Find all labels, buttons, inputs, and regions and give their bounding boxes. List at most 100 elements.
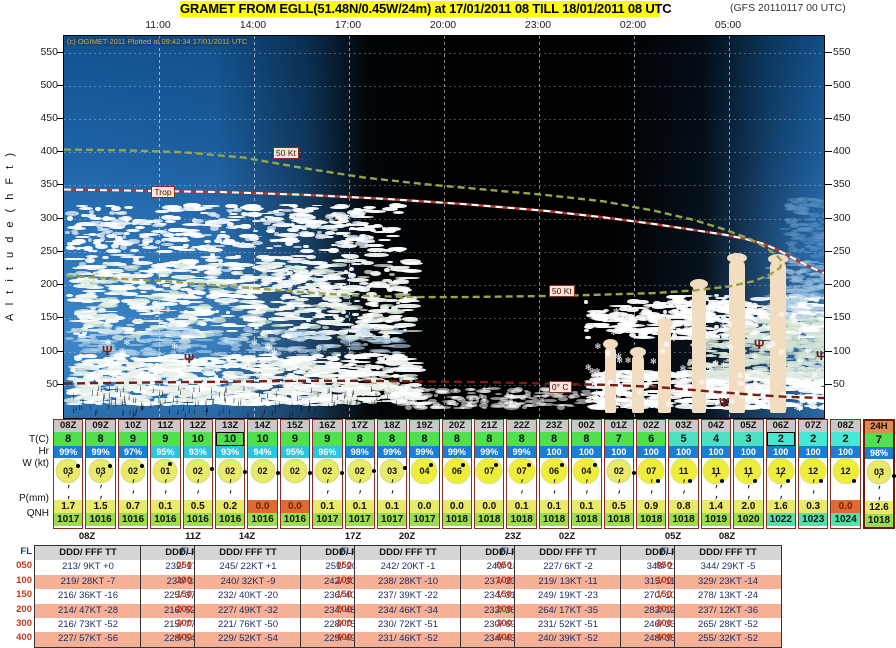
rain-symbol: ʲ <box>168 407 171 418</box>
rain-symbol: ʲ <box>124 392 126 403</box>
forecast-hour-column[interactable]: 01Z 7 100 02 ＇＇ 0.5 1018 <box>603 419 636 529</box>
y-tick-label-right: 350 <box>833 178 851 191</box>
snow-symbol: ✻ <box>741 379 749 389</box>
wind-table[interactable]: DDD/ FFF TT 242/ 20KT -1 238/ 28KT -10 237/… <box>354 545 462 648</box>
model-note: (GFS 20110117 00 UTC) <box>730 2 846 14</box>
forecast-hour-column[interactable]: 09Z 8 99% 03 ＇＇＇ 1.5 1016 <box>85 419 116 529</box>
humidity-cell: 100 <box>637 446 666 458</box>
precipitation-cell: 2.0 <box>734 500 763 513</box>
rain-symbol: ʲ <box>309 402 311 413</box>
forecast-hour-column[interactable]: 11Z 9 95% 01 ＇＇ 0.1 1016 <box>150 419 181 529</box>
forecast-hour-column[interactable]: 22Z 8 99% 07 ＇＇ 0.1 1018 <box>506 419 537 529</box>
wind-table-row: 245/ 22KT +1 <box>219 561 277 573</box>
precipitation-icon: ＇＇ <box>190 480 202 503</box>
forecast-hour-column[interactable]: 05Z 3 100 11 ＇＇＇ 2.0 1020 <box>733 419 764 529</box>
precipitation-cell: 0.7 <box>118 500 148 513</box>
humidity-cell: 100 <box>669 446 698 458</box>
snow-symbol: ✻ <box>778 309 786 319</box>
rain-symbol: ʲ <box>210 386 213 397</box>
temperature-cell: 8 <box>572 432 601 446</box>
forecast-hour-column[interactable]: 06Z 2 100 12 ＇＇＇ 1.6 1022 <box>765 419 796 529</box>
forecast-hour-column[interactable]: 02Z 6 100 07 ＇＇ 0.9 1018 <box>636 419 667 529</box>
rain-symbol: ʲ <box>350 397 352 408</box>
snow-symbol: ✻ <box>679 364 687 374</box>
rain-symbol: ʲ <box>382 387 384 398</box>
forecast-hour-column[interactable]: 04Z 4 100 11 ＇＇＇ 1.4 1019 <box>700 419 732 529</box>
forecast-hour-column[interactable]: 23Z 8 100 06 ＇＇ 0.1 1018 <box>538 419 570 529</box>
forecast-hour-column[interactable]: 00Z 8 100 04 ＇＇ 0.1 1018 <box>571 419 602 529</box>
forecast-hour-column[interactable]: 13Z 10 93% 02 ＇＇ 0.2 1016 <box>214 419 248 529</box>
wind-cell: 12 <box>767 458 795 484</box>
grid-line-vertical <box>349 36 350 418</box>
row-label: P(mm) <box>19 493 49 504</box>
rain-symbol: ʲ <box>75 403 77 414</box>
forecast-hour-column[interactable]: 24H 7 98% 03 ＇＇＇ 12.6 1018 <box>862 419 896 529</box>
qnh-cell: 1018 <box>475 513 504 526</box>
wind-table-row: 216/ 36KT -16 <box>57 590 119 602</box>
wind-table-time: 02Z <box>558 531 576 542</box>
weather-symbol-cell: ＇＇＇ <box>864 476 894 509</box>
wind-table[interactable]: DDD/ FFF TT 213/ 9KT +0 219/ 28KT -7 216/ 3… <box>34 545 142 648</box>
qnh-cell: 1017 <box>345 513 374 526</box>
row-label: QNH <box>26 508 49 519</box>
rain-symbol: ʲ <box>240 397 242 408</box>
y-tick-label-right: 200 <box>833 278 851 291</box>
forecast-hour-column[interactable]: 07Z 2 100 12 ＇＇ 0.3 1023 <box>797 419 829 529</box>
weather-symbol-cell <box>831 484 860 500</box>
column-hour-header: 00Z <box>572 420 601 432</box>
rain-symbol: ʲ <box>94 408 97 419</box>
wind-table-row: 227/ 6KT -2 <box>543 561 593 573</box>
weather-symbol-cell: ＇＇＇ <box>766 475 795 508</box>
snow-symbol: ✻ <box>677 390 684 400</box>
forecast-hour-column[interactable]: 17Z 8 98% 02 ＇＇ 0.1 1017 <box>344 419 377 529</box>
snow-symbol: ✻ <box>756 313 764 323</box>
snow-symbol: ✻ <box>244 359 252 369</box>
forecast-hour-column[interactable]: 15Z 9 95% 02 0.0 1016 <box>279 419 312 529</box>
forecast-hour-column[interactable]: 21Z 8 99% 07 0.0 1018 <box>474 419 505 529</box>
wind-table[interactable]: DDD/ FFF TT 227/ 6KT -2 219/ 13KT -11 249/ … <box>514 545 622 648</box>
forecast-hour-column[interactable]: 08Z 2 100 12 0.0 1024 <box>830 419 861 529</box>
wind-direction-dot <box>209 467 214 472</box>
rain-symbol: ʲ <box>332 400 334 411</box>
wind-table-row: 238/ 28KT -10 <box>355 574 461 590</box>
wind-cell: 11 <box>734 458 762 484</box>
precipitation-icon: ＇＇ <box>644 480 656 503</box>
humidity-cell: 99% <box>507 446 536 458</box>
forecast-hour-column[interactable]: 18Z 8 99% 03 ＇＇ 0.1 1017 <box>376 419 408 529</box>
time-tick-label: 14:00 <box>239 19 267 31</box>
temperature-cell: 8 <box>539 432 569 446</box>
wind-table[interactable]: DDD/ FFF TT 245/ 22KT +1 240/ 32KT -9 232/ … <box>194 545 302 648</box>
rain-symbol: ʲ <box>308 398 311 409</box>
precipitation-icon: ＇＇ <box>611 480 623 503</box>
copyright-label: (c) OGIMET-2011 Plotted at 09:42:34 17/0… <box>65 37 250 46</box>
snow-symbol: ✻ <box>769 339 777 349</box>
precipitation-cell: 0.1 <box>313 500 342 513</box>
forecast-hour-column[interactable]: 20Z 8 99% 06 0.0 1018 <box>441 419 473 529</box>
wind-cell: 01 <box>151 458 179 484</box>
forecast-hour-column[interactable]: 08Z 8 99% 03 ＇＇＇ 1.7 1017 <box>53 419 84 529</box>
precipitation-cell: 0.3 <box>798 500 828 513</box>
temperature-cell: 8 <box>410 432 439 446</box>
precipitation-icon: ＇＇ <box>352 480 364 503</box>
precipitation-cell: 1.7 <box>54 500 83 513</box>
main-data-table[interactable]: 08Z 8 99% 03 ＇＇＇ 1.7 1017 09Z 8 99% 03 ＇＇＇ 1.5 1016 10… <box>52 419 896 529</box>
column-hour-header: 08Z <box>54 420 83 432</box>
humidity-cell: 98% <box>345 446 374 458</box>
snow-symbol: ✻ <box>677 390 684 400</box>
forecast-hour-column[interactable]: 19Z 8 99% 04 0.0 1017 <box>409 419 440 529</box>
rain-symbol: ʲ <box>140 399 143 410</box>
y-tick-label-left: 250 <box>40 244 58 257</box>
weather-symbol-cell: ＇＇＇ <box>734 475 763 508</box>
forecast-hour-column[interactable]: 03Z 5 100 11 ＇＇ 0.8 1018 <box>668 419 699 529</box>
flight-level-value: 400 <box>496 632 512 644</box>
wind-table[interactable]: DDD/ FFF TT 344/ 29KT -5 329/ 23KT -14 278/… <box>674 545 782 648</box>
forecast-hour-column[interactable]: 14Z 10 94% 02 0.0 1016 <box>247 419 280 529</box>
forecast-hour-column[interactable]: 16Z 9 96% 02 ＇＇ 0.1 1017 <box>312 419 345 529</box>
rain-symbol: ʲ <box>82 396 84 407</box>
gramet-plot[interactable]: (c) OGIMET-2011 Plotted at 09:42:34 17/0… <box>63 35 825 419</box>
main-table-row-labels: T(C) Hr W (kt) P(mm) QNH <box>0 420 52 528</box>
forecast-hour-column[interactable]: 10Z 9 97% 02 ＇＇ 0.7 1016 <box>117 419 149 529</box>
snow-symbol: ✻ <box>108 353 116 363</box>
flight-level-value: 400 <box>656 632 672 644</box>
forecast-hour-column[interactable]: 12Z 10 93% 02 ＇＇ 0.5 1016 <box>182 419 214 529</box>
